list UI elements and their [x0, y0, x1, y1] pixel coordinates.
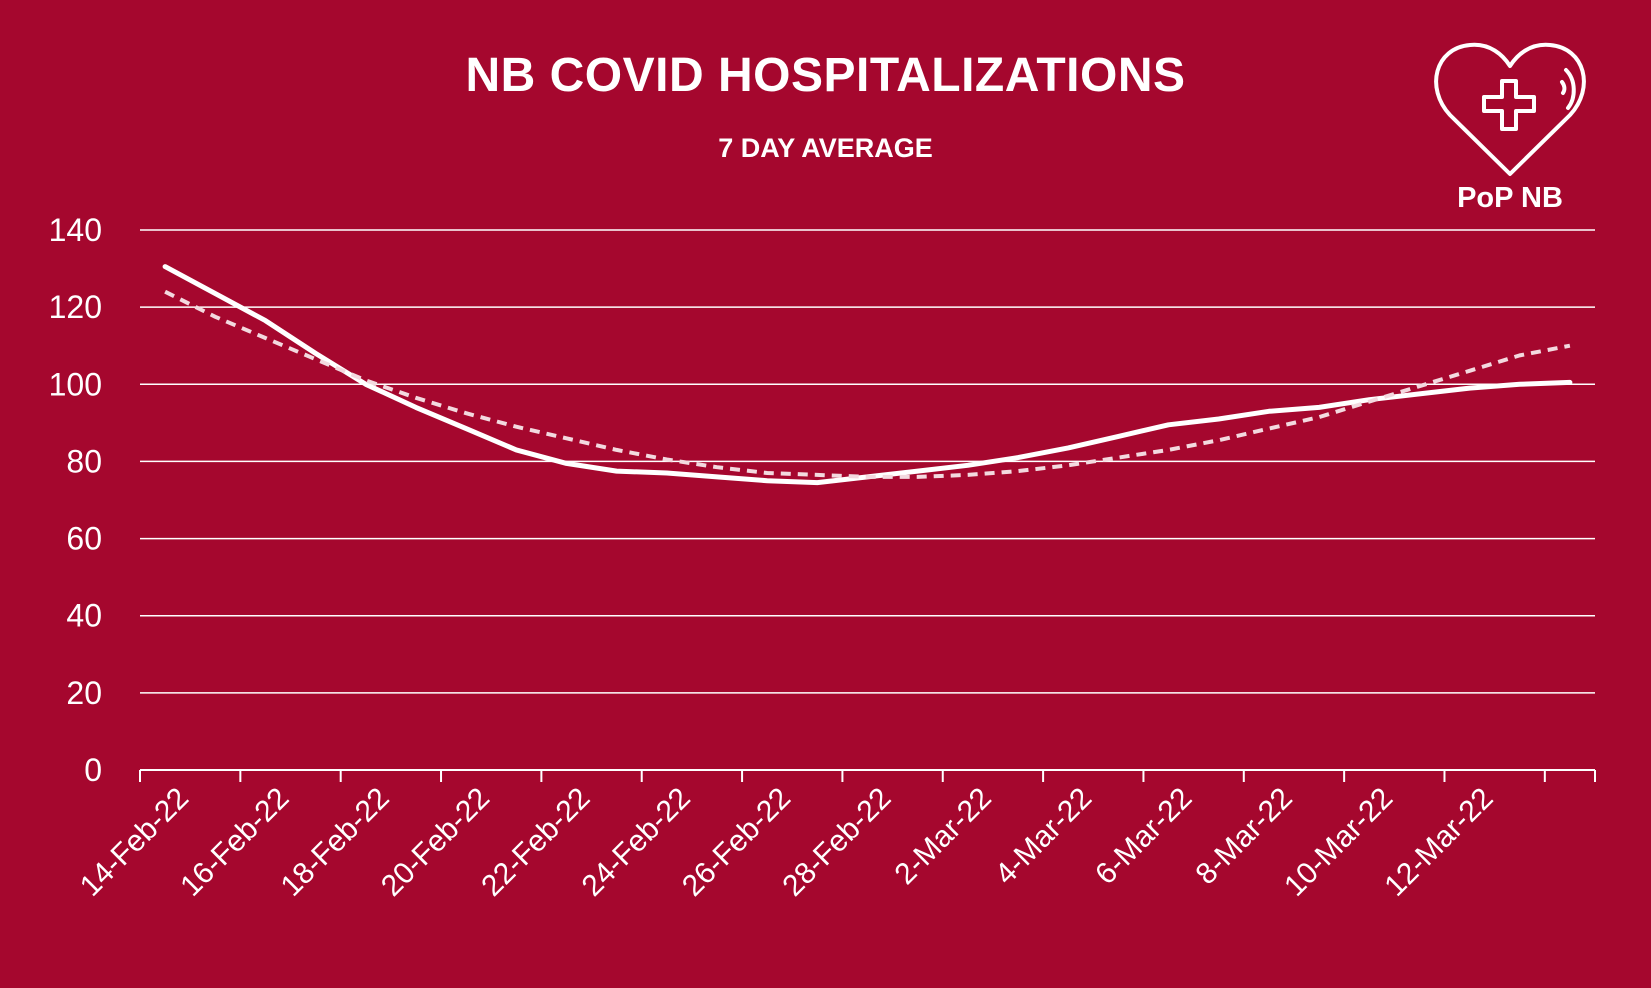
y-axis: 0 20 40 60 80 100 120 140 [49, 212, 102, 788]
y-tick-label: 100 [49, 366, 102, 402]
x-tick-label: 10-Mar-22 [1278, 782, 1399, 903]
logo-text: PoP NB [1457, 182, 1563, 214]
data-point [1117, 456, 1120, 459]
data-point [1167, 448, 1170, 451]
y-tick-label: 80 [66, 443, 102, 479]
x-axis [139, 769, 1596, 782]
data-point [1217, 439, 1220, 442]
x-tick-label: 28-Feb-22 [776, 782, 897, 903]
x-tick-labels: 14-Feb-2216-Feb-2218-Feb-2220-Feb-2222-F… [74, 782, 1500, 903]
x-tick-label: 12-Mar-22 [1378, 782, 1499, 903]
y-tick-label: 140 [49, 212, 102, 248]
x-tick-label: 4-Mar-22 [989, 782, 1098, 891]
data-point [314, 358, 317, 361]
x-tick-label: 2-Mar-22 [888, 782, 997, 891]
y-tick-label: 60 [66, 521, 102, 557]
x-tick-label: 20-Feb-22 [375, 782, 496, 903]
chart-subtitle: 7 DAY AVERAGE [718, 133, 933, 163]
y-tick-label: 0 [84, 752, 102, 788]
chart-title: NB COVID HOSPITALIZATIONS [465, 49, 1186, 102]
x-tick-label: 6-Mar-22 [1089, 782, 1198, 891]
x-tick-label: 14-Feb-22 [74, 782, 195, 903]
x-tick-label: 26-Feb-22 [676, 782, 797, 903]
y-tick-label: 20 [66, 675, 102, 711]
y-tick-label: 120 [49, 289, 102, 325]
x-tick-label: 24-Feb-22 [576, 782, 697, 903]
y-tick-label: 40 [66, 598, 102, 634]
x-tick-label: 16-Feb-22 [174, 782, 295, 903]
gridlines [140, 229, 1595, 694]
heart-plus-icon [1434, 42, 1586, 176]
x-tick-label: 22-Feb-22 [475, 782, 596, 903]
series-line-solid [162, 264, 1573, 486]
series-line-dashed [164, 289, 1571, 479]
x-tick-label: 18-Feb-22 [275, 782, 396, 903]
series-lines [162, 264, 1573, 486]
